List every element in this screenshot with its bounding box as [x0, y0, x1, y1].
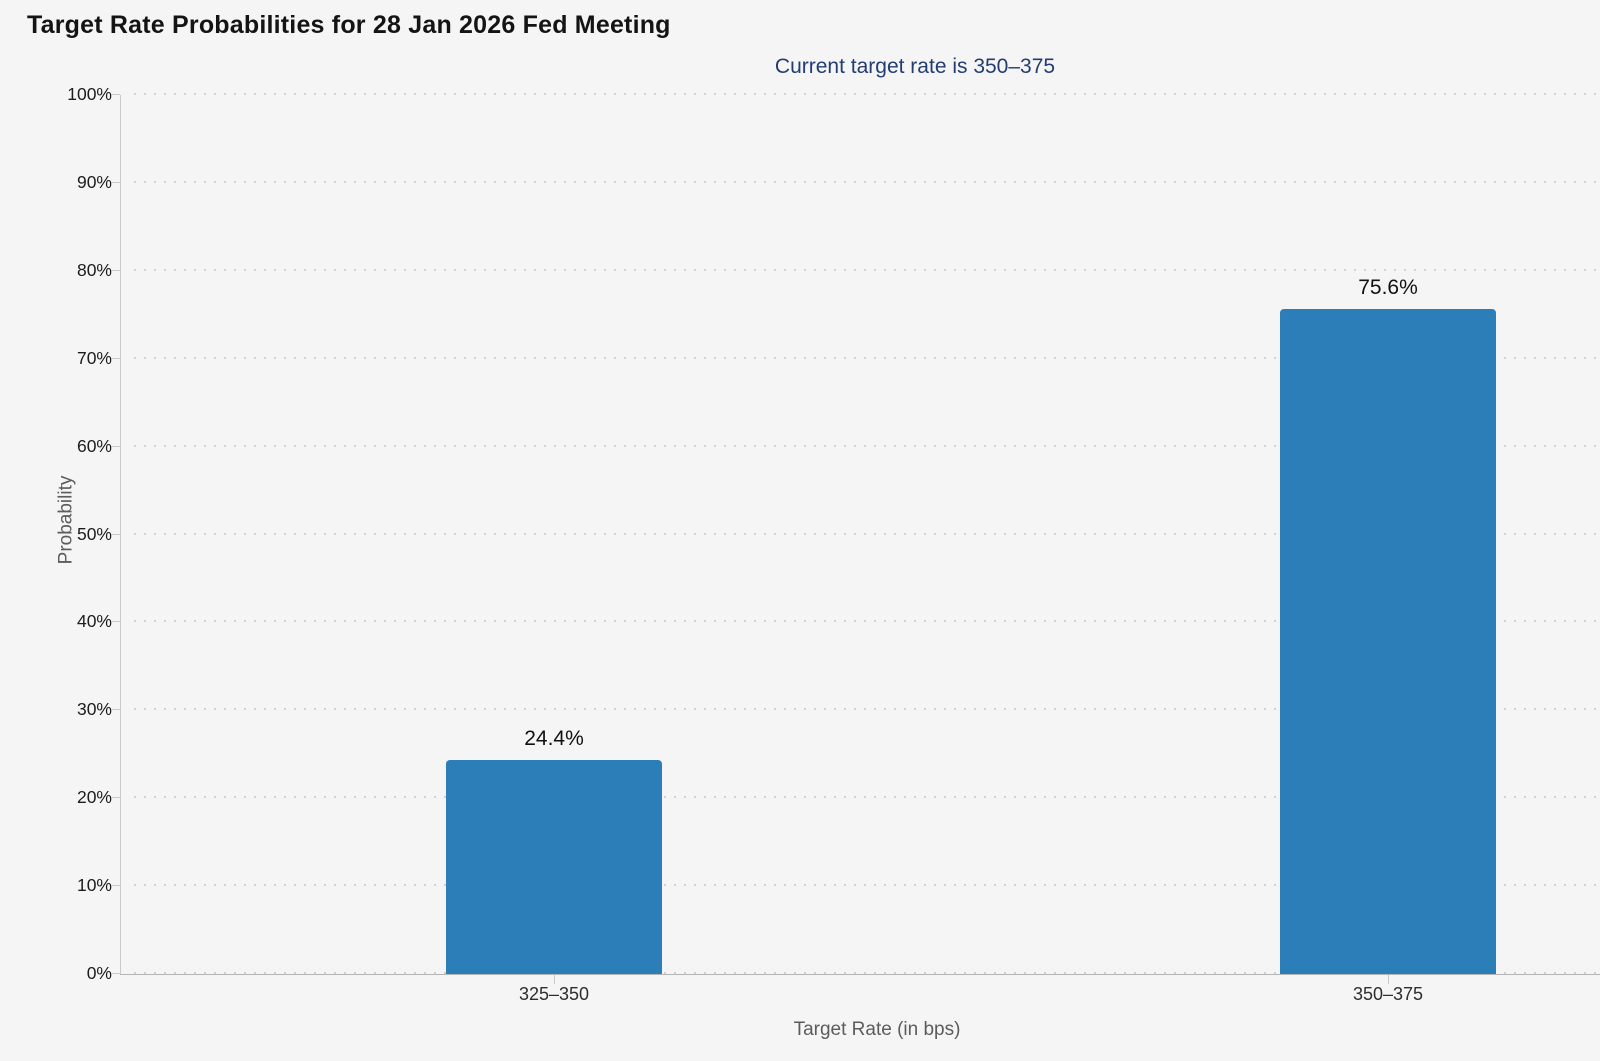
gridline-60pct — [134, 444, 1600, 447]
y-axis-tick-mark — [112, 445, 120, 447]
y-axis-line — [120, 95, 121, 975]
probability-bar-325-350[interactable] — [446, 759, 662, 974]
y-axis-tick-mark — [112, 709, 120, 711]
chart-subtitle: Current target rate is 350–375 — [774, 55, 1056, 78]
y-axis-tick-label: 90% — [76, 171, 112, 192]
bar-value-label: 75.6% — [1358, 276, 1418, 300]
y-axis-tick-mark — [112, 357, 120, 359]
gridline-40pct — [134, 620, 1600, 623]
x-axis-category-label: 350–375 — [1352, 984, 1424, 1004]
gridline-10pct — [134, 884, 1600, 887]
gridline-70pct — [134, 356, 1600, 359]
gridline-0pct — [134, 972, 1600, 974]
y-axis-tick-label: 20% — [76, 787, 112, 808]
x-axis-tick-mark — [554, 975, 555, 984]
y-axis-tick-mark — [112, 94, 120, 95]
gridline-90pct — [134, 180, 1600, 183]
x-axis-tick-mark — [1388, 975, 1389, 984]
y-axis-tick-label: 60% — [76, 435, 112, 456]
gridline-80pct — [134, 268, 1600, 271]
y-axis-tick-mark — [112, 533, 120, 535]
probability-bar-350-375[interactable] — [1280, 309, 1496, 974]
x-axis-category-label: 325–350 — [518, 984, 590, 1004]
x-axis-line — [120, 974, 1600, 975]
y-axis-tick-label: 10% — [76, 875, 112, 896]
gridline-30pct — [134, 708, 1600, 711]
y-axis-title: Probability — [55, 475, 77, 565]
chart-title: Target Rate Probabilities for 28 Jan 202… — [27, 11, 671, 39]
y-axis-tick-mark — [112, 181, 120, 183]
y-axis-tick-label: 70% — [76, 347, 112, 368]
gridline-50pct — [134, 532, 1600, 535]
gridline-20pct — [134, 796, 1600, 799]
y-axis-tick-label: 80% — [76, 259, 112, 280]
y-axis-tick-mark — [112, 797, 120, 799]
y-axis-tick-label: 40% — [76, 611, 112, 632]
x-axis-title: Target Rate (in bps) — [793, 1019, 961, 1040]
y-axis-tick-mark — [112, 269, 120, 271]
y-axis-tick-label: 100% — [67, 84, 112, 104]
y-axis-tick-mark — [112, 885, 120, 887]
bar-value-label: 24.4% — [524, 726, 584, 750]
y-axis-tick-label: 50% — [76, 523, 112, 544]
y-axis-tick-label: 0% — [86, 963, 112, 983]
y-axis-tick-label: 30% — [76, 699, 112, 720]
y-axis-tick-mark — [112, 973, 120, 974]
y-axis-tick-mark — [112, 621, 120, 623]
gridline-100pct — [134, 93, 1600, 95]
